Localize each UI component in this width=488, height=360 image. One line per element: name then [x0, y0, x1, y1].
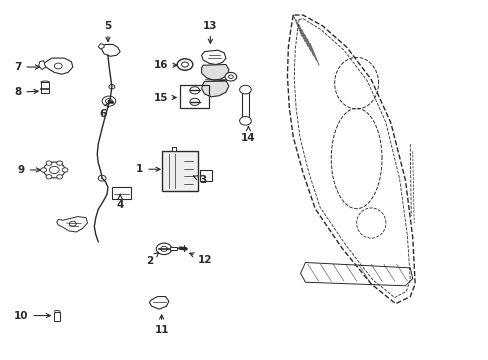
Circle shape	[189, 87, 199, 94]
Polygon shape	[201, 181, 205, 182]
Bar	[54, 312, 60, 320]
Circle shape	[239, 85, 251, 94]
Circle shape	[239, 117, 251, 125]
Bar	[41, 82, 49, 93]
Text: 6: 6	[99, 103, 108, 119]
Polygon shape	[201, 64, 228, 80]
Text: 16: 16	[153, 60, 177, 70]
Circle shape	[41, 168, 46, 172]
Text: 9: 9	[18, 165, 41, 175]
Text: 5: 5	[104, 21, 111, 41]
Text: 1: 1	[136, 164, 160, 174]
Polygon shape	[57, 217, 87, 232]
Circle shape	[57, 161, 62, 165]
Text: 3: 3	[193, 175, 206, 185]
Polygon shape	[201, 80, 228, 97]
Circle shape	[102, 96, 116, 106]
Bar	[112, 187, 131, 199]
Bar	[241, 90, 249, 123]
Circle shape	[46, 161, 52, 165]
Circle shape	[156, 243, 171, 255]
Polygon shape	[149, 297, 168, 309]
Text: 13: 13	[203, 21, 217, 43]
Text: 15: 15	[153, 93, 176, 103]
Bar	[199, 170, 211, 181]
Polygon shape	[172, 147, 176, 151]
Circle shape	[189, 98, 199, 105]
Circle shape	[43, 162, 65, 178]
Polygon shape	[98, 44, 104, 49]
Circle shape	[46, 175, 52, 179]
Text: 10: 10	[14, 311, 50, 320]
Text: 4: 4	[116, 194, 123, 210]
Circle shape	[177, 59, 192, 70]
Polygon shape	[101, 44, 120, 56]
Bar	[161, 151, 198, 191]
Polygon shape	[201, 50, 225, 64]
Text: 12: 12	[189, 253, 212, 265]
Text: 8: 8	[14, 87, 38, 97]
Circle shape	[62, 168, 68, 172]
Circle shape	[57, 175, 62, 179]
Text: 7: 7	[14, 62, 40, 72]
Polygon shape	[43, 58, 73, 74]
Circle shape	[224, 72, 236, 81]
Text: 11: 11	[154, 315, 168, 335]
Polygon shape	[169, 247, 177, 250]
Bar	[180, 85, 209, 108]
Text: 2: 2	[145, 253, 158, 266]
Polygon shape	[39, 60, 45, 69]
Text: 14: 14	[241, 126, 255, 143]
